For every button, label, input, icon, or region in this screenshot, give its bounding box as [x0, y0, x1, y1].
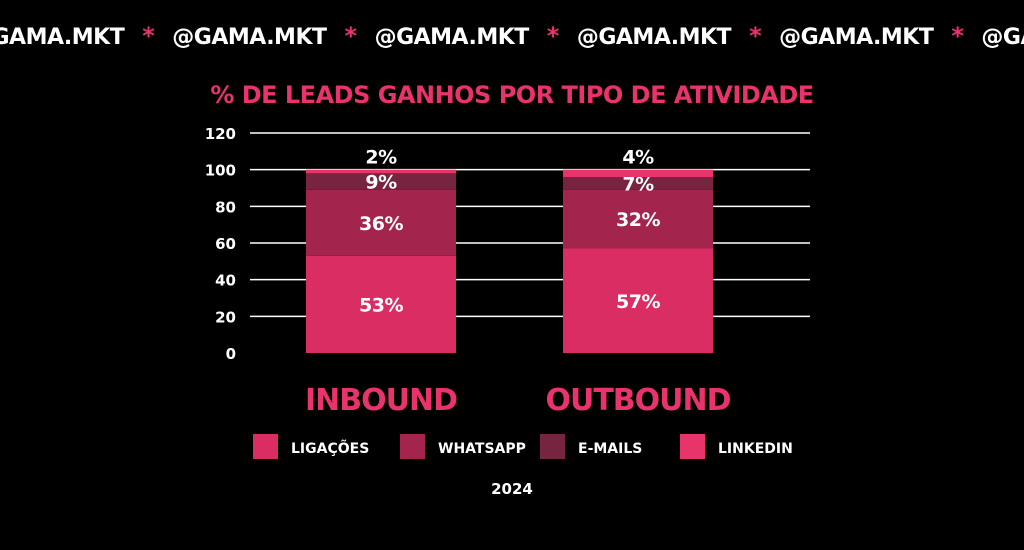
- ticker-separator: *: [344, 22, 358, 50]
- legend-swatch: [540, 434, 565, 459]
- ticker-handle: @GAMA.MKT: [172, 25, 327, 50]
- data-label: 9%: [365, 172, 397, 194]
- bar-segment-ligaes: [306, 255, 456, 353]
- ticker-handle: @GAMA.MKT: [576, 25, 732, 50]
- bar-segment-linkedin: [563, 169, 713, 177]
- ticker-separator: *: [142, 22, 155, 50]
- ticker-handle: @GAMA.MKT: [374, 25, 530, 50]
- legend-label: WHATSAPP: [438, 441, 526, 457]
- ticker-separator: *: [951, 22, 964, 50]
- y-tick-label: 20: [215, 308, 236, 326]
- y-tick-label: 120: [205, 125, 236, 143]
- ticker-separator: *: [749, 22, 762, 50]
- y-tick-label: 100: [205, 162, 236, 180]
- ticker-handle: @GAMA.MKT: [0, 25, 125, 50]
- data-label: 57%: [616, 291, 660, 313]
- data-label: 4%: [622, 147, 654, 169]
- bar-segment-emails: [306, 173, 456, 190]
- bar-segment-linkedin: [306, 169, 456, 174]
- brand-ticker: @GAMA.MKT * @GAMA.MKT * @GAMA.MKT * @GAMA.MKT *…: [0, 22, 1024, 56]
- data-label: 53%: [359, 294, 403, 316]
- bar-segment-ligaes: [563, 248, 713, 353]
- chart-title: % DE LEADS GANHOS POR TIPO DE ATIVIDADE: [210, 81, 813, 109]
- data-label: 32%: [616, 209, 660, 231]
- legend-label: E-MAILS: [578, 441, 642, 457]
- y-tick-label: 0: [226, 345, 236, 363]
- legend-label: LINKEDIN: [718, 441, 793, 457]
- y-tick-label: 80: [215, 198, 236, 216]
- category-label: OUTBOUND: [545, 383, 730, 418]
- ticker-handle: @GAMA.MKT: [779, 25, 934, 50]
- ticker-track: @GAMA.MKT * @GAMA.MKT * @GAMA.MKT * @GAMA.MKT *…: [0, 22, 1024, 50]
- legend-swatch: [253, 434, 278, 459]
- data-label: 36%: [359, 213, 403, 235]
- category-label: INBOUND: [305, 383, 457, 418]
- footer-year: 2024: [491, 480, 533, 498]
- bar-segment-emails: [563, 177, 713, 190]
- ticker-handle: @GAMA.MKT: [981, 25, 1024, 50]
- ticker-separator: *: [546, 22, 560, 50]
- bar-segment-whatsapp: [306, 189, 456, 256]
- legend-swatch: [680, 434, 705, 459]
- y-tick-label: 40: [215, 272, 236, 290]
- y-tick-label: 60: [215, 235, 236, 253]
- legend-swatch: [400, 434, 425, 459]
- legend-label: LIGAÇÕES: [291, 439, 369, 457]
- data-label: 7%: [622, 173, 654, 195]
- bar-segment-whatsapp: [563, 189, 713, 249]
- data-label: 2%: [365, 147, 397, 169]
